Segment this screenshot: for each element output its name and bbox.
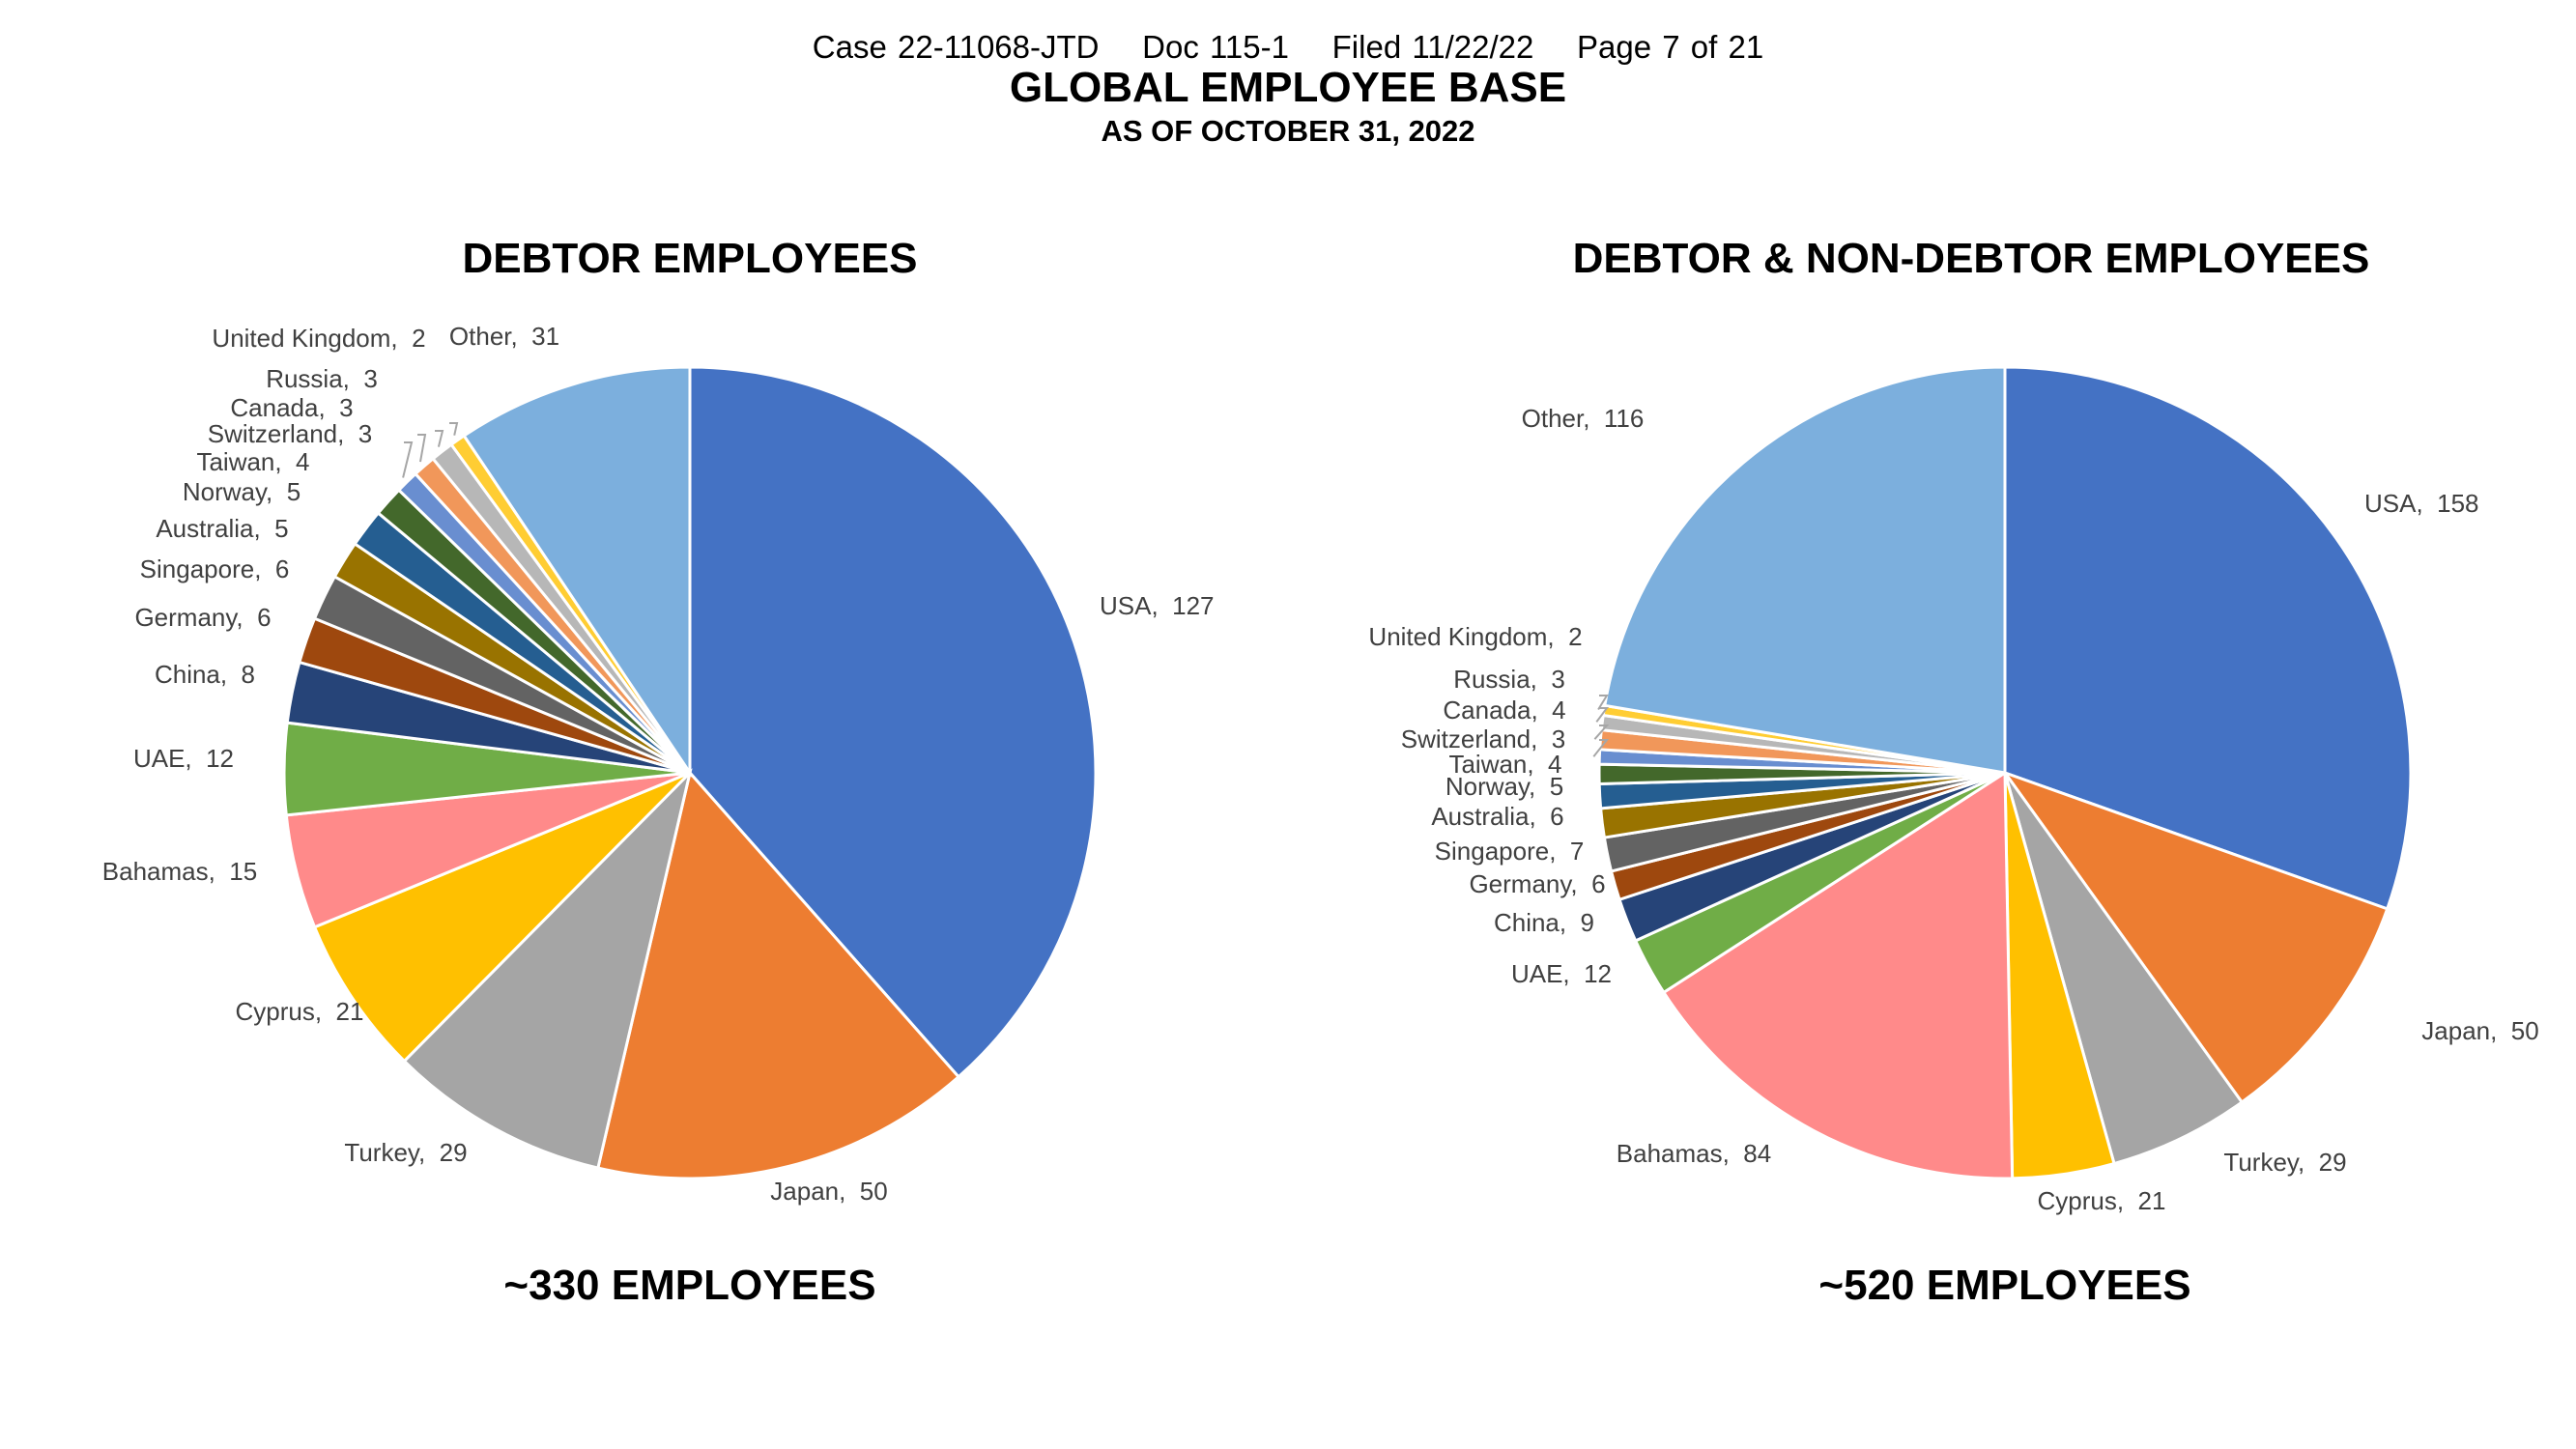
slice-label: Australia, 5 <box>156 514 288 543</box>
slice-label: Other, 116 <box>1522 404 1645 433</box>
leader-line <box>1595 707 1609 723</box>
slice-label: United Kingdom, 2 <box>212 324 425 353</box>
slice-label: China, 8 <box>155 660 255 689</box>
slice-label: Switzerland, 3 <box>208 419 373 448</box>
slice-label: Australia, 6 <box>1431 802 1563 831</box>
chart-title: DEBTOR EMPLOYEES <box>462 235 917 282</box>
slice-label: Turkey, 29 <box>344 1138 467 1167</box>
pie-slice-turkey <box>402 768 693 1170</box>
leader-line <box>417 434 427 463</box>
slice-label: Taiwan, 4 <box>196 447 309 476</box>
slice-label: Russia, 3 <box>266 364 378 393</box>
slice-label: Singapore, 6 <box>140 554 290 583</box>
leader-line <box>1593 724 1610 740</box>
chart-total: ~520 EMPLOYEES <box>1818 1262 2190 1309</box>
slice-label: Other, 31 <box>449 322 559 351</box>
slice-label: Turkey, 29 <box>2223 1148 2346 1177</box>
slice-label: Russia, 3 <box>1453 665 1565 694</box>
slice-label: USA, 127 <box>1100 591 1215 620</box>
leader-line <box>1597 695 1609 711</box>
slice-label: Cyprus, 21 <box>2038 1186 2166 1215</box>
slice-label: Japan, 50 <box>2421 1016 2538 1045</box>
slice-label: USA, 158 <box>2364 489 2479 518</box>
leader-line <box>449 422 459 436</box>
slice-label: Germany, 6 <box>1469 869 1605 898</box>
pie-slice-usa <box>2003 365 2413 911</box>
slice-label: Norway, 5 <box>183 477 301 506</box>
slice-label: Switzerland, 3 <box>1401 724 1566 753</box>
chart-title: DEBTOR & NON-DEBTOR EMPLOYEES <box>1573 235 2370 282</box>
slice-label: Taiwan, 4 <box>1448 750 1561 779</box>
slice-label: United Kingdom, 2 <box>1368 622 1582 651</box>
slice-label: UAE, 12 <box>1511 959 1612 988</box>
slice-label: Germany, 6 <box>134 603 271 632</box>
leader-line <box>1592 739 1610 757</box>
slice-label: Canada, 4 <box>1443 696 1565 724</box>
debtor-pie-chart: DEBTOR EMPLOYEES USA, 127 Japan, 50 Turkey… <box>102 235 1215 1309</box>
slice-label: Canada, 3 <box>230 393 353 422</box>
pie-slice-japan <box>596 769 961 1180</box>
slice-label: Norway, 5 <box>1445 772 1563 801</box>
pie-slice-other <box>462 365 692 778</box>
slice-label: Bahamas, 15 <box>102 857 257 886</box>
all-employees-pie-chart: DEBTOR & NON-DEBTOR EMPLOYEES USA, 158 Ja… <box>1368 235 2538 1309</box>
pie-slice-turkey <box>2003 772 2245 1166</box>
leader-line <box>435 430 444 447</box>
chart-total: ~330 EMPLOYEES <box>503 1262 875 1309</box>
pie-slice-japan <box>2000 769 2390 1105</box>
pie-slice-usa <box>688 365 1098 1079</box>
slice-label: Singapore, 7 <box>1435 837 1585 866</box>
pie-slice-bahamas <box>1661 770 2015 1180</box>
case-header: Case 22-11068-JTD Doc 115-1 Filed 11/22/… <box>812 29 1764 65</box>
main-title: GLOBAL EMPLOYEE BASE <box>1009 64 1567 111</box>
pie-slice-cyprus <box>312 771 692 1064</box>
slice-label: Bahamas, 84 <box>1617 1139 1771 1168</box>
slice-label: UAE, 12 <box>133 744 234 773</box>
leader-line <box>402 441 414 478</box>
pie-slice-other <box>1603 365 2007 775</box>
sub-title: AS OF OCTOBER 31, 2022 <box>1101 114 1475 148</box>
slice-label: Japan, 50 <box>770 1177 887 1206</box>
slice-label: China, 9 <box>1494 908 1594 937</box>
slice-label: Cyprus, 21 <box>236 997 364 1026</box>
